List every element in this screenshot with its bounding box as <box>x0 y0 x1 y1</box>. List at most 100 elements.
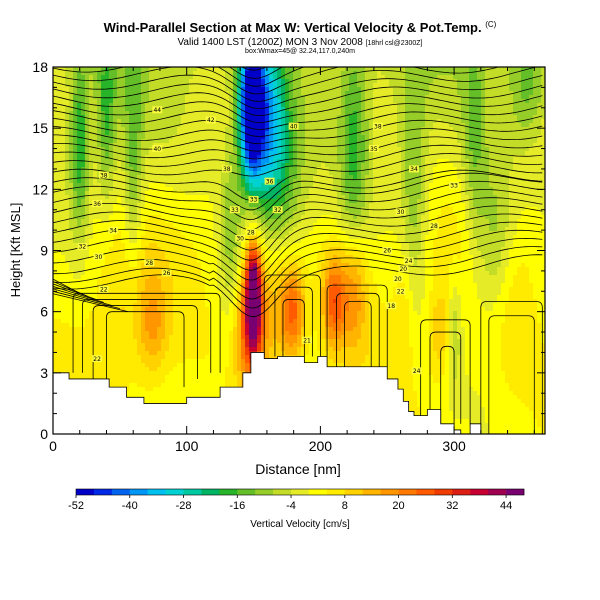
velocity-cell <box>293 91 302 96</box>
velocity-cell <box>421 307 430 312</box>
velocity-cell <box>241 271 246 276</box>
velocity-cell <box>417 311 422 316</box>
velocity-cell <box>249 335 258 340</box>
velocity-cell <box>337 135 346 140</box>
velocity-cell <box>305 235 330 240</box>
velocity-cell <box>125 215 130 220</box>
velocity-cell <box>245 223 250 228</box>
velocity-cell <box>537 303 545 308</box>
velocity-cell <box>461 319 506 324</box>
velocity-cell <box>141 115 146 120</box>
velocity-cell <box>417 263 426 268</box>
theta-contour-loop <box>336 292 380 367</box>
colorbar-swatch <box>291 489 310 495</box>
velocity-cell <box>401 199 410 204</box>
velocity-cell <box>237 339 242 344</box>
velocity-cell <box>285 119 290 124</box>
velocity-cell <box>145 259 170 264</box>
velocity-cell <box>157 331 166 336</box>
velocity-cell <box>93 307 122 312</box>
velocity-cell <box>65 167 70 172</box>
velocity-cell <box>305 211 342 216</box>
colorbar-swatch <box>165 489 184 495</box>
velocity-cell <box>309 351 322 356</box>
velocity-cell <box>417 207 426 212</box>
velocity-cell <box>101 83 114 88</box>
velocity-cell <box>461 323 502 328</box>
velocity-cell <box>417 219 422 224</box>
velocity-cell <box>261 67 266 72</box>
velocity-cell <box>345 151 350 156</box>
velocity-cell <box>541 127 545 132</box>
velocity-cell <box>209 311 226 316</box>
velocity-cell <box>245 347 250 352</box>
velocity-cell <box>289 187 294 192</box>
velocity-cell <box>337 219 346 224</box>
velocity-cell <box>137 279 146 284</box>
velocity-cell <box>249 251 258 256</box>
velocity-cell <box>421 143 430 148</box>
velocity-cell <box>245 219 258 224</box>
velocity-cell <box>237 159 242 164</box>
velocity-cell <box>533 283 545 288</box>
plot-area: 4442404038383836363534343333333232303030… <box>53 67 545 434</box>
velocity-cell <box>237 255 242 260</box>
velocity-cell <box>237 131 242 136</box>
velocity-cell <box>465 175 470 180</box>
velocity-cell <box>273 163 278 168</box>
velocity-cell <box>105 131 110 136</box>
velocity-cell <box>233 127 238 132</box>
velocity-cell <box>289 263 298 268</box>
velocity-cell <box>257 259 262 264</box>
velocity-cell <box>377 291 394 296</box>
velocity-cell <box>337 191 342 196</box>
velocity-cell <box>297 123 306 128</box>
velocity-cell <box>277 127 282 132</box>
velocity-cell <box>85 115 90 120</box>
velocity-cell <box>345 139 350 144</box>
velocity-cell <box>141 195 146 200</box>
contour-label-bg <box>77 242 88 250</box>
velocity-cell <box>241 139 246 144</box>
velocity-cell <box>301 347 310 352</box>
velocity-cell <box>241 167 246 172</box>
velocity-cell <box>293 151 298 156</box>
velocity-cell <box>141 355 166 360</box>
velocity-cell <box>409 339 430 344</box>
velocity-cell <box>261 275 266 280</box>
velocity-cell <box>149 335 158 340</box>
velocity-cell <box>373 83 390 88</box>
velocity-cell <box>245 135 266 140</box>
velocity-cell <box>381 71 406 76</box>
velocity-cell <box>305 155 338 160</box>
velocity-cell <box>437 303 446 308</box>
velocity-cell <box>373 271 410 276</box>
velocity-cell <box>149 75 194 80</box>
velocity-cell <box>221 291 234 296</box>
velocity-cell <box>301 303 306 308</box>
velocity-cell <box>209 327 234 332</box>
velocity-cell <box>281 191 286 196</box>
velocity-cell <box>245 331 250 336</box>
velocity-cell <box>277 139 282 144</box>
velocity-cell <box>505 243 514 248</box>
velocity-cell <box>245 119 266 124</box>
velocity-cell <box>169 263 202 268</box>
velocity-cell <box>241 259 246 264</box>
theta-contour-line <box>53 197 543 251</box>
velocity-cell <box>389 83 406 88</box>
velocity-cell <box>301 67 346 72</box>
velocity-cell <box>221 303 230 308</box>
velocity-cell <box>429 187 462 192</box>
velocity-cell <box>225 191 242 196</box>
velocity-cell <box>461 295 478 300</box>
velocity-cell <box>101 107 110 112</box>
velocity-cell <box>145 107 186 112</box>
velocity-cell <box>241 135 246 140</box>
velocity-cell <box>261 347 266 352</box>
velocity-cell <box>245 103 266 108</box>
velocity-cell <box>109 251 126 256</box>
velocity-cell <box>409 327 430 332</box>
velocity-cell <box>469 199 474 204</box>
velocity-cell <box>493 187 510 192</box>
